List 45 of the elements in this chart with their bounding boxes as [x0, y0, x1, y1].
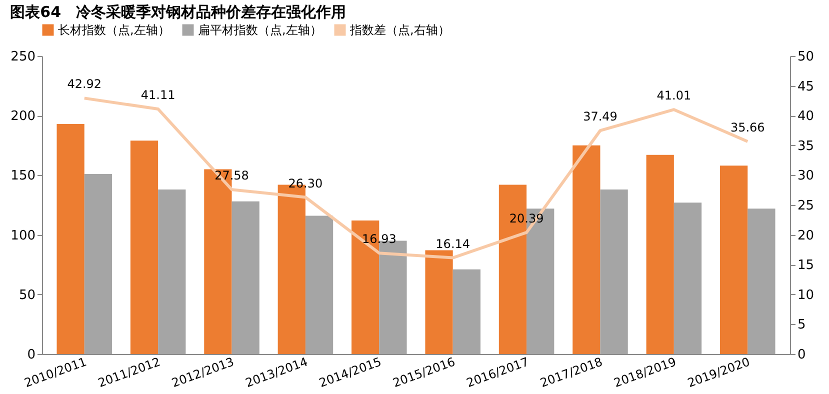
legend-label: 扁平材指数（点,左轴）	[198, 23, 322, 37]
bar	[232, 201, 260, 354]
data-label: 41.11	[140, 88, 176, 102]
bar	[84, 174, 112, 354]
y-tick-label: 50	[18, 288, 36, 303]
y2-tick-label: 45	[798, 79, 814, 94]
y2-tick-label: 40	[798, 109, 814, 124]
bar	[674, 202, 702, 354]
data-label: 35.66	[730, 120, 765, 134]
bar	[600, 190, 628, 354]
y2-tick-label: 0	[798, 348, 806, 362]
bar	[425, 250, 453, 354]
bar	[452, 269, 480, 354]
bar	[56, 124, 84, 354]
data-label: 42.92	[67, 77, 102, 92]
chart-title: 图表64 冷冬采暖季对钢材品种价差存在强化作用	[10, 3, 346, 21]
y-tick-label: 0	[27, 348, 36, 362]
y2-tick-label: 50	[798, 50, 814, 64]
data-label: 16.93	[362, 232, 396, 246]
y-tick-label: 150	[10, 168, 36, 184]
bar	[158, 190, 186, 354]
y-tick-label: 200	[10, 109, 36, 124]
y2-tick-label: 15	[798, 258, 814, 274]
bar	[572, 145, 600, 354]
y2-tick-label: 20	[798, 228, 814, 244]
data-label: 41.01	[656, 88, 692, 103]
data-label: 37.49	[583, 110, 618, 124]
bar	[305, 216, 334, 354]
y2-tick-label: 25	[798, 198, 814, 214]
y2-tick-label: 30	[798, 168, 814, 184]
legend-label: 指数差（点,右轴）	[349, 23, 450, 37]
data-label: 20.39	[509, 211, 544, 226]
y2-tick-label: 35	[798, 138, 814, 154]
y-tick-label: 100	[10, 228, 36, 244]
bar	[748, 208, 776, 354]
data-label: 26.30	[288, 176, 323, 190]
y2-tick-label: 10	[798, 288, 814, 303]
bar	[720, 166, 748, 354]
data-label: 27.58	[214, 168, 249, 183]
y2-tick-label: 5	[798, 318, 806, 333]
y-tick-label: 250	[10, 50, 36, 64]
data-label: 16.14	[436, 236, 470, 251]
bar	[646, 154, 674, 354]
legend-label: 长材指数（点,左轴）	[58, 23, 170, 37]
bar	[130, 140, 158, 354]
